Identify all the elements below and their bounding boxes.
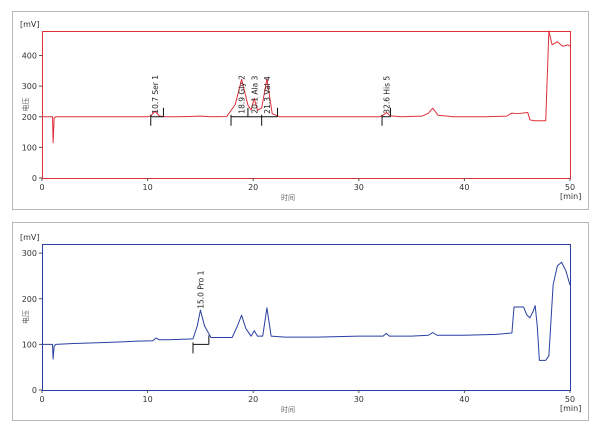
bottom-chromatogram: [mV] [min] 0 100 200 300 0 10 20 30 40 50 时间 电压 15.0 P… — [12, 222, 589, 421]
x-tick-label: 30 — [354, 183, 364, 192]
y-tick-label: 100 — [22, 143, 37, 152]
y-tick-label: 400 — [22, 52, 37, 61]
y-tick-label: 0 — [32, 174, 37, 183]
panel-border — [12, 222, 589, 421]
x-tick-label: 10 — [143, 183, 153, 192]
x-tick-label: 0 — [39, 395, 44, 404]
peak-label: 21.3 Val 4 — [263, 76, 272, 114]
peak-label: 10.7 Ser 1 — [151, 75, 160, 114]
plot-area-frame — [42, 244, 571, 391]
y-tick-label: 0 — [32, 386, 37, 395]
plot-area-frame — [42, 31, 571, 179]
x-tick-label: 20 — [248, 183, 258, 192]
x-unit-label: [min] — [560, 404, 581, 413]
y-tick-label: 200 — [22, 113, 37, 122]
series-trace-0 — [42, 261, 571, 361]
x-tick-label: 50 — [565, 183, 575, 192]
peak-label: 15.0 Pro 1 — [196, 270, 205, 308]
x-tick-label: 30 — [354, 395, 364, 404]
y-tick-label: 100 — [22, 340, 37, 349]
peak-label: 18.9 Gly 2 — [238, 75, 247, 114]
x-tick-label: 0 — [39, 183, 44, 192]
x-axis-title: 时间 — [281, 405, 295, 414]
y-axis-title: 电压 — [21, 310, 30, 324]
top-chromatogram: [mV] [min] 0 100 200 300 400 0 10 20 30 40 50 时间 电压 10.… — [12, 11, 589, 210]
x-tick-label: 40 — [459, 395, 469, 404]
x-tick-label: 50 — [565, 395, 575, 404]
y-axis-title: 电压 — [21, 98, 30, 112]
x-unit-label: [min] — [560, 192, 581, 201]
y-unit-label: [mV] — [20, 20, 40, 29]
x-tick-label: 10 — [143, 395, 153, 404]
series-trace-0 — [42, 30, 571, 144]
y-unit-label: [mV] — [20, 233, 40, 242]
peak-label: 32.6 His 5 — [382, 76, 391, 114]
y-tick-label: 300 — [22, 82, 37, 91]
panel-border — [12, 11, 589, 210]
y-tick-label: 300 — [22, 249, 37, 258]
x-tick-label: 40 — [459, 183, 469, 192]
x-tick-label: 20 — [248, 395, 258, 404]
peak-label: 20.1 Ala 3 — [250, 75, 259, 113]
y-tick-label: 200 — [22, 295, 37, 304]
x-axis-title: 时间 — [281, 193, 295, 202]
